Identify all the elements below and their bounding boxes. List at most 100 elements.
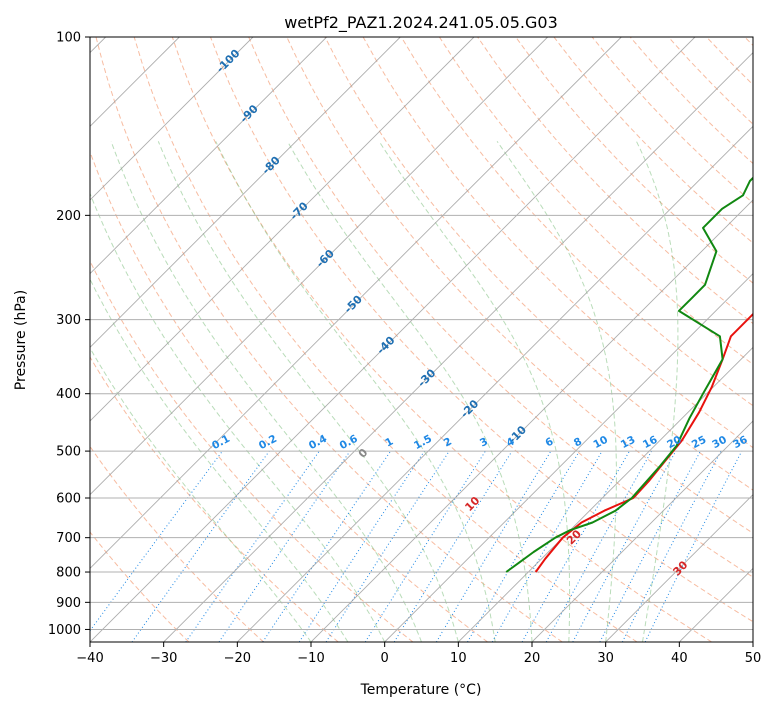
isotherm-line bbox=[90, 37, 696, 642]
isotherm-line bbox=[90, 37, 254, 201]
isotherm-line bbox=[679, 567, 753, 642]
x-tick-label: 40 bbox=[671, 651, 688, 666]
mixing-ratio-line bbox=[644, 450, 743, 642]
isotherm-line bbox=[458, 346, 753, 642]
isotherm-line bbox=[310, 199, 753, 642]
mixing-ratio-line bbox=[262, 450, 392, 642]
profile-line bbox=[534, 312, 753, 573]
isotherm-line bbox=[90, 37, 475, 422]
isotherm-label: -100 bbox=[214, 47, 243, 76]
mixing-ratio-label: 13 bbox=[619, 434, 638, 451]
moist-adiabat bbox=[215, 141, 496, 642]
isotherm-line bbox=[752, 641, 753, 642]
dry-adiabat-label: 0 bbox=[356, 446, 371, 461]
dry-adiabat bbox=[95, 37, 563, 642]
x-tick-label: −40 bbox=[76, 651, 103, 666]
x-axis-label: Temperature (°C) bbox=[360, 682, 482, 698]
mixing-ratio-line bbox=[90, 450, 223, 632]
mixing-ratio-label: 0.1 bbox=[210, 433, 232, 452]
dry-adiabat bbox=[90, 259, 414, 642]
isotherm-line bbox=[605, 494, 753, 642]
dry-adiabat bbox=[90, 445, 264, 642]
mixing-ratio-label: 3 bbox=[478, 435, 490, 449]
y-tick-label: 400 bbox=[56, 387, 81, 402]
x-tick-label: −10 bbox=[297, 651, 324, 666]
plot-frame bbox=[89, 36, 754, 643]
mixing-ratio-line bbox=[185, 450, 320, 642]
dry-adiabat bbox=[668, 37, 753, 125]
isotherm-label: -30 bbox=[415, 366, 438, 389]
mixing-ratio-line bbox=[621, 450, 722, 642]
dry-adiabat bbox=[90, 531, 190, 642]
isotherm-line bbox=[384, 273, 753, 642]
y-axis: 100 200 300 400 500 600 700 800 900 1000 bbox=[48, 31, 90, 638]
chart-title: wetPf2_PAZ1.2024.241.05.05.G03 bbox=[284, 13, 558, 33]
y-tick-label: 700 bbox=[56, 531, 81, 546]
dry-adiabat bbox=[591, 37, 753, 204]
y-tick-label: 800 bbox=[56, 566, 81, 581]
grid-lines bbox=[90, 37, 753, 642]
y-tick-label: 200 bbox=[56, 209, 81, 224]
y-tick-label: 100 bbox=[56, 31, 81, 46]
dry-adiabat bbox=[90, 356, 339, 642]
isotherm-label: -60 bbox=[314, 247, 337, 270]
moist-adiabat bbox=[378, 141, 571, 642]
isotherm-label: -50 bbox=[342, 292, 365, 315]
mixing-ratio-label: 1 bbox=[383, 435, 395, 449]
x-tick-label: −30 bbox=[150, 651, 177, 666]
x-tick-label: 30 bbox=[597, 651, 614, 666]
dry-adiabat bbox=[210, 37, 753, 623]
dry-adiabat bbox=[744, 37, 753, 47]
mixing-ratio-label: 16 bbox=[641, 434, 660, 451]
y-tick-label: 500 bbox=[56, 445, 81, 460]
isotherm-line bbox=[237, 125, 753, 642]
mixing-ratio-line bbox=[545, 450, 653, 642]
mixing-ratio-line bbox=[325, 450, 450, 642]
isotherm-label: -40 bbox=[374, 333, 397, 356]
x-tick-label: 10 bbox=[450, 651, 467, 666]
mixing-ratio-label: 0.4 bbox=[307, 433, 329, 452]
dry-adiabat bbox=[171, 37, 712, 642]
x-tick-label: 20 bbox=[524, 651, 541, 666]
dry-adiabat bbox=[90, 150, 488, 642]
isotherm-label: -80 bbox=[260, 154, 283, 177]
mixing-ratio-line bbox=[218, 450, 351, 642]
isotherm-line bbox=[531, 420, 753, 642]
x-tick-label: −20 bbox=[224, 651, 251, 666]
y-tick-label: 600 bbox=[56, 492, 81, 507]
isotherm-line bbox=[90, 37, 548, 496]
sounding-profiles bbox=[505, 176, 753, 573]
y-tick-label: 300 bbox=[56, 313, 81, 328]
dry-adiabat bbox=[438, 37, 753, 366]
mixing-ratio-label: 30 bbox=[710, 434, 729, 451]
mixing-ratio-label: 8 bbox=[572, 435, 584, 449]
isotherm-line bbox=[90, 37, 622, 569]
y-axis-label: Pressure (hPa) bbox=[13, 290, 29, 390]
isotherm-label: -70 bbox=[288, 199, 311, 222]
isotherm-label: -20 bbox=[458, 397, 481, 420]
dry-adiabat bbox=[553, 37, 753, 244]
x-tick-label: 0 bbox=[381, 651, 389, 666]
dry-adiabat bbox=[133, 37, 638, 642]
dry-adiabat-label: 30 bbox=[670, 558, 690, 578]
mixing-ratio-line bbox=[435, 450, 552, 642]
mixing-ratio-line bbox=[521, 450, 630, 642]
moist-adiabat bbox=[90, 192, 386, 642]
dry-adiabat bbox=[248, 37, 753, 578]
mixing-ratio-line bbox=[298, 450, 425, 642]
x-tick-label: 50 bbox=[745, 651, 762, 666]
dry-adiabat bbox=[400, 37, 753, 407]
dry-adiabat bbox=[324, 37, 753, 491]
isotherm-line bbox=[163, 52, 753, 642]
mixing-ratio-label: 36 bbox=[731, 434, 750, 451]
isotherm-line bbox=[90, 37, 327, 275]
y-tick-label: 1000 bbox=[48, 623, 81, 638]
moist-adiabat bbox=[157, 141, 459, 642]
mixing-ratio-label: 2 bbox=[442, 435, 454, 449]
mixing-ratio-line bbox=[131, 450, 270, 642]
moist-adiabat bbox=[90, 347, 312, 642]
mixing-ratio-label: 25 bbox=[690, 434, 709, 451]
dry-adiabat-label: 10 bbox=[462, 494, 482, 514]
profile-line bbox=[505, 176, 753, 573]
